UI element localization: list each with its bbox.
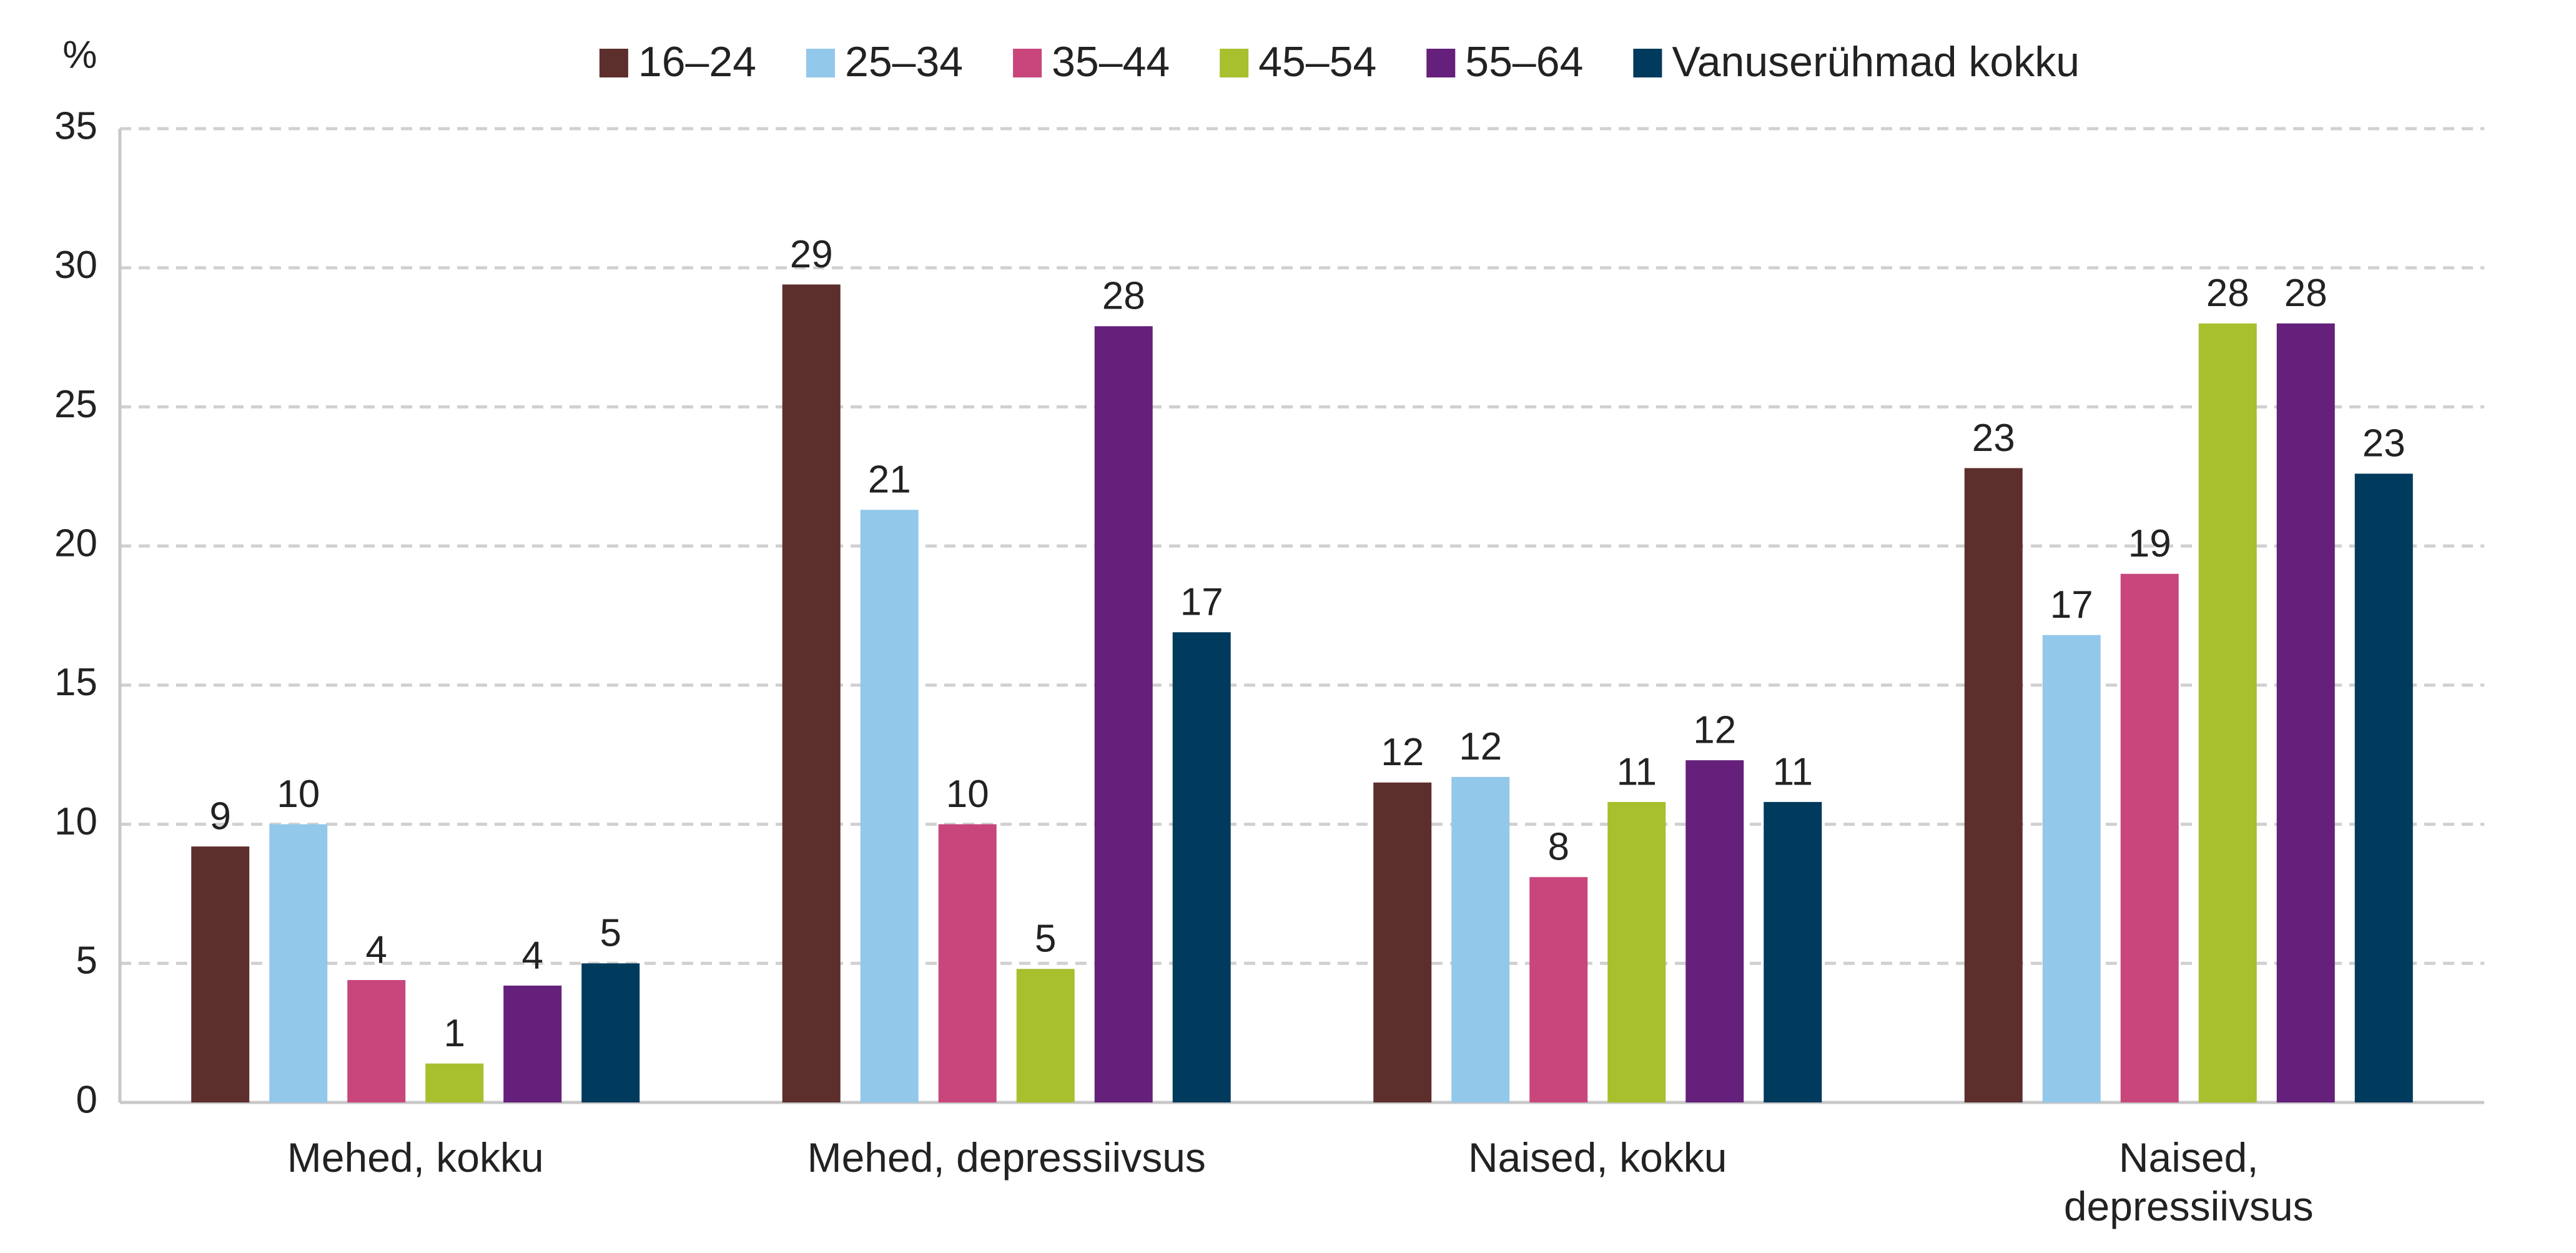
legend-label: 55–64 <box>1465 38 1583 86</box>
bar <box>938 824 997 1102</box>
data-label: 19 <box>2128 522 2171 565</box>
data-label: 17 <box>2050 583 2093 626</box>
data-label: 4 <box>366 928 387 971</box>
x-tick-label: Mehed, depressiivsus <box>807 1134 1206 1181</box>
data-label: 23 <box>1972 417 2015 460</box>
y-tick-label: 25 <box>54 383 97 426</box>
bar <box>1529 877 1588 1102</box>
bar <box>191 846 250 1102</box>
data-label: 9 <box>210 795 231 838</box>
legend-swatch <box>599 49 628 77</box>
data-label: 12 <box>1693 708 1736 751</box>
y-tick-label: 10 <box>54 800 97 843</box>
y-tick-label: 5 <box>76 939 97 983</box>
bar <box>2198 323 2257 1102</box>
bar <box>1764 801 1822 1102</box>
bar <box>1685 760 1744 1102</box>
data-label: 8 <box>1548 826 1569 869</box>
bar <box>1964 468 2023 1102</box>
data-label: 23 <box>2362 422 2406 465</box>
bar <box>503 985 562 1102</box>
y-tick-label: 35 <box>54 104 97 147</box>
y-tick-label: 20 <box>54 522 97 565</box>
bar <box>1451 776 1510 1102</box>
bar <box>425 1063 484 1102</box>
y-tick-label: 15 <box>54 661 97 704</box>
legend-label: Vanuserühmad kokku <box>1672 38 2080 86</box>
data-label: 17 <box>1180 581 1223 624</box>
legend-label: 35–44 <box>1052 38 1170 86</box>
bar <box>860 510 919 1102</box>
bar <box>269 824 328 1102</box>
bar <box>1094 326 1153 1102</box>
bar <box>1607 801 1666 1102</box>
bar <box>1016 969 1075 1102</box>
bar <box>2354 473 2413 1102</box>
data-label: 11 <box>1773 750 1813 793</box>
bar <box>347 980 406 1102</box>
bar <box>2120 573 2179 1102</box>
bar <box>782 284 841 1103</box>
data-label: 5 <box>1035 918 1056 961</box>
bar <box>581 963 640 1102</box>
data-label: 5 <box>600 912 621 955</box>
data-label: 28 <box>2206 272 2249 315</box>
x-tick-label: Mehed, kokku <box>287 1134 544 1181</box>
y-axis-label: % <box>62 33 97 76</box>
data-label: 4 <box>522 934 543 977</box>
x-tick-label: Naised, kokku <box>1468 1134 1727 1181</box>
legend-label: 16–24 <box>638 38 756 86</box>
legend-swatch <box>1013 49 1042 77</box>
bar <box>2276 323 2335 1102</box>
data-label: 12 <box>1381 731 1424 774</box>
y-tick-label: 30 <box>54 244 97 287</box>
x-tick-label: Naised, depressiivsus <box>2063 1134 2314 1229</box>
legend-label: 25–34 <box>845 38 963 86</box>
data-label: 29 <box>790 233 833 276</box>
data-label: 10 <box>946 773 989 816</box>
legend-swatch <box>1426 49 1456 77</box>
data-label: 12 <box>1459 725 1502 768</box>
bar <box>2042 635 2101 1102</box>
data-label: 1 <box>444 1012 465 1055</box>
legend-label: 45–54 <box>1258 38 1376 86</box>
data-label: 28 <box>1102 275 1145 318</box>
bar <box>1373 782 1432 1102</box>
legend-swatch <box>1220 49 1249 77</box>
bar <box>1172 632 1231 1102</box>
legend-swatch <box>806 49 836 77</box>
data-label: 11 <box>1617 750 1657 793</box>
y-tick-label: 0 <box>76 1078 97 1121</box>
data-label: 21 <box>868 458 911 502</box>
legend-swatch <box>1633 49 1662 77</box>
data-label: 10 <box>277 773 320 816</box>
data-label: 28 <box>2284 272 2327 315</box>
